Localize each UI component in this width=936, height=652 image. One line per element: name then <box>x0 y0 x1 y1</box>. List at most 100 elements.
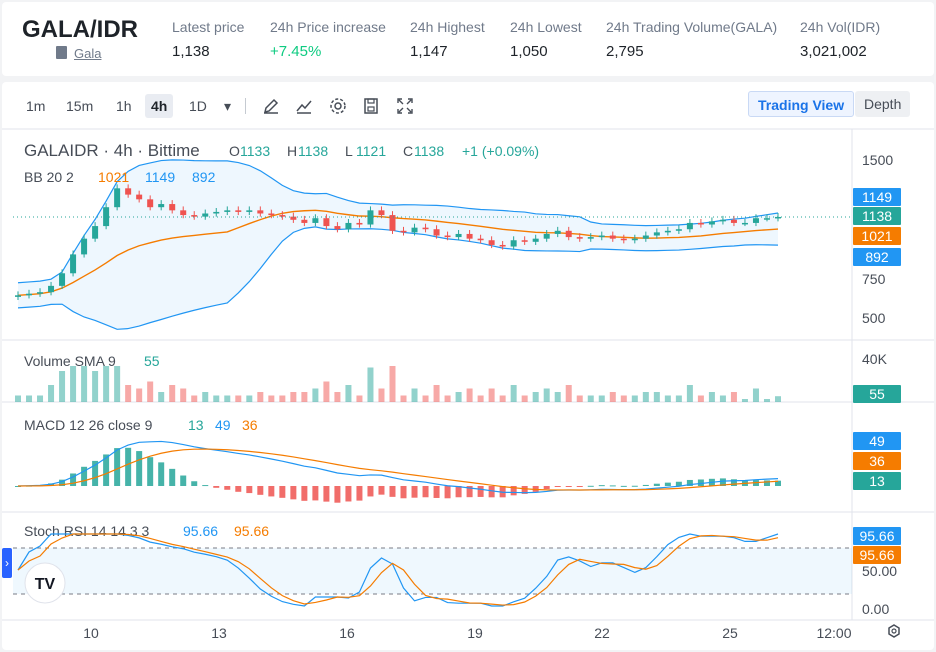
candle-body <box>290 216 297 220</box>
volume-bar <box>279 395 286 402</box>
macd-hist-bar <box>697 479 704 486</box>
stat-3: 24h Lowest 1,050 <box>510 19 582 60</box>
macd-hist-bar <box>345 486 352 502</box>
macd-hist-bar <box>290 486 297 500</box>
volume-bar <box>169 385 176 402</box>
volume-bar <box>290 392 297 402</box>
volume-bar <box>664 395 671 402</box>
candle-body <box>543 233 550 239</box>
macd-hist-bar <box>389 486 396 497</box>
legend-o: 1133 <box>240 143 270 159</box>
timeframe-dropdown-icon[interactable]: ▾ <box>224 98 232 114</box>
candle-body <box>477 238 484 241</box>
stat-label: 24h Vol(IDR) <box>800 19 881 35</box>
volume-bar <box>477 395 484 402</box>
gear-icon[interactable] <box>328 96 348 116</box>
timeframe-4h[interactable]: 4h <box>145 94 174 118</box>
stat-value: +7.45% <box>270 43 322 60</box>
badge-bb-low-bg <box>853 248 901 266</box>
volume-bar <box>763 399 770 402</box>
coin-name[interactable]: Gala <box>74 46 102 61</box>
macd-hist-bar <box>246 486 253 494</box>
macd-hist-bar <box>466 486 473 498</box>
time-tick: 12:00 <box>816 625 851 641</box>
macd-hist-bar <box>763 480 770 486</box>
candle-body <box>367 210 374 225</box>
macd-hist-bar <box>268 486 275 497</box>
volume-bar <box>752 388 759 402</box>
volume-bar <box>499 395 506 402</box>
volume-bar <box>378 388 385 402</box>
legend-l_label: L <box>345 143 353 159</box>
volume-bar <box>532 392 539 402</box>
axis-settings-dot <box>891 628 897 634</box>
candle-body <box>609 235 616 239</box>
macd-hist-bar <box>775 480 781 486</box>
volume-bar <box>642 392 649 402</box>
candle-body <box>620 238 627 241</box>
legend-bb-mid: 1021 <box>98 169 129 185</box>
candle-body <box>775 216 781 219</box>
volume-bar <box>543 388 550 402</box>
book-icon <box>56 46 67 59</box>
trading-view-button[interactable]: Trading View <box>748 91 855 117</box>
candle-body <box>763 218 770 220</box>
candle-body <box>455 233 462 238</box>
stat-label: 24h Lowest <box>510 19 582 35</box>
candle-body <box>510 240 517 247</box>
rsi-tick-50: 50.00 <box>862 563 897 579</box>
candle-body <box>686 222 693 230</box>
volume-bar <box>697 395 704 402</box>
collapse-tab[interactable] <box>2 548 12 578</box>
volume-bar <box>730 392 737 402</box>
time-tick: 10 <box>83 625 99 641</box>
chart-toolbar: 1m 15m 1h 4h 1D ▾ Trading View Depth <box>2 82 934 128</box>
macd-hist-bar <box>653 483 660 486</box>
badge-macd-hist-bg <box>853 472 901 490</box>
rsi-k-line <box>17 533 779 607</box>
stat-label: 24h Highest <box>410 19 485 35</box>
candle-body <box>521 240 528 242</box>
candle-body <box>653 232 660 236</box>
timeframe-1h[interactable]: 1h <box>116 98 132 114</box>
badge-vol-bg <box>853 385 901 403</box>
timeframe-15m[interactable]: 15m <box>66 98 94 114</box>
legend-h: 1138 <box>298 143 328 159</box>
candle-body <box>312 218 319 223</box>
volume-bar <box>521 395 528 402</box>
candle-body <box>598 235 605 238</box>
stat-2: 24h Highest 1,147 <box>410 19 485 60</box>
stat-value: 2,795 <box>606 43 644 60</box>
candle-body <box>565 230 572 238</box>
save-icon[interactable] <box>361 96 381 116</box>
axis-settings-icon[interactable] <box>888 624 900 638</box>
macd-hist-bar <box>488 486 495 498</box>
depth-button[interactable]: Depth <box>855 91 911 117</box>
bb-fill <box>18 159 778 330</box>
timeframe-1m[interactable]: 1m <box>26 98 46 114</box>
volume-bar <box>708 392 715 402</box>
bb-lower-line <box>17 226 779 330</box>
macd-hist-bar <box>136 451 143 486</box>
macd-hist-bar <box>158 462 165 486</box>
draw-pen-icon[interactable] <box>261 96 281 116</box>
macd-hist-bar <box>378 486 385 495</box>
macd-hist-bar <box>510 486 517 496</box>
timeframe-1D[interactable]: 1D <box>189 98 207 114</box>
candle-body <box>488 240 495 245</box>
macd-hist-bar <box>92 460 99 486</box>
stat-label: Latest price <box>172 19 245 35</box>
candle-body <box>708 221 715 225</box>
coin-name-link[interactable]: Gala <box>54 46 101 61</box>
candle-body <box>334 226 341 230</box>
volume-bar <box>235 395 242 402</box>
macd-hist-bar <box>257 486 264 495</box>
badge-macd-line-bg <box>853 432 901 450</box>
price-tick-1500: 1500 <box>862 152 893 168</box>
fullscreen-icon[interactable] <box>395 96 415 116</box>
market-header: GALA/IDR Gala Latest price 1,138 24h Price… <box>2 2 934 76</box>
candle-body <box>499 244 506 247</box>
indicator-icon[interactable] <box>294 96 314 116</box>
legend-rsi-label: Stoch RSI 14 14 3 3 <box>24 523 150 539</box>
